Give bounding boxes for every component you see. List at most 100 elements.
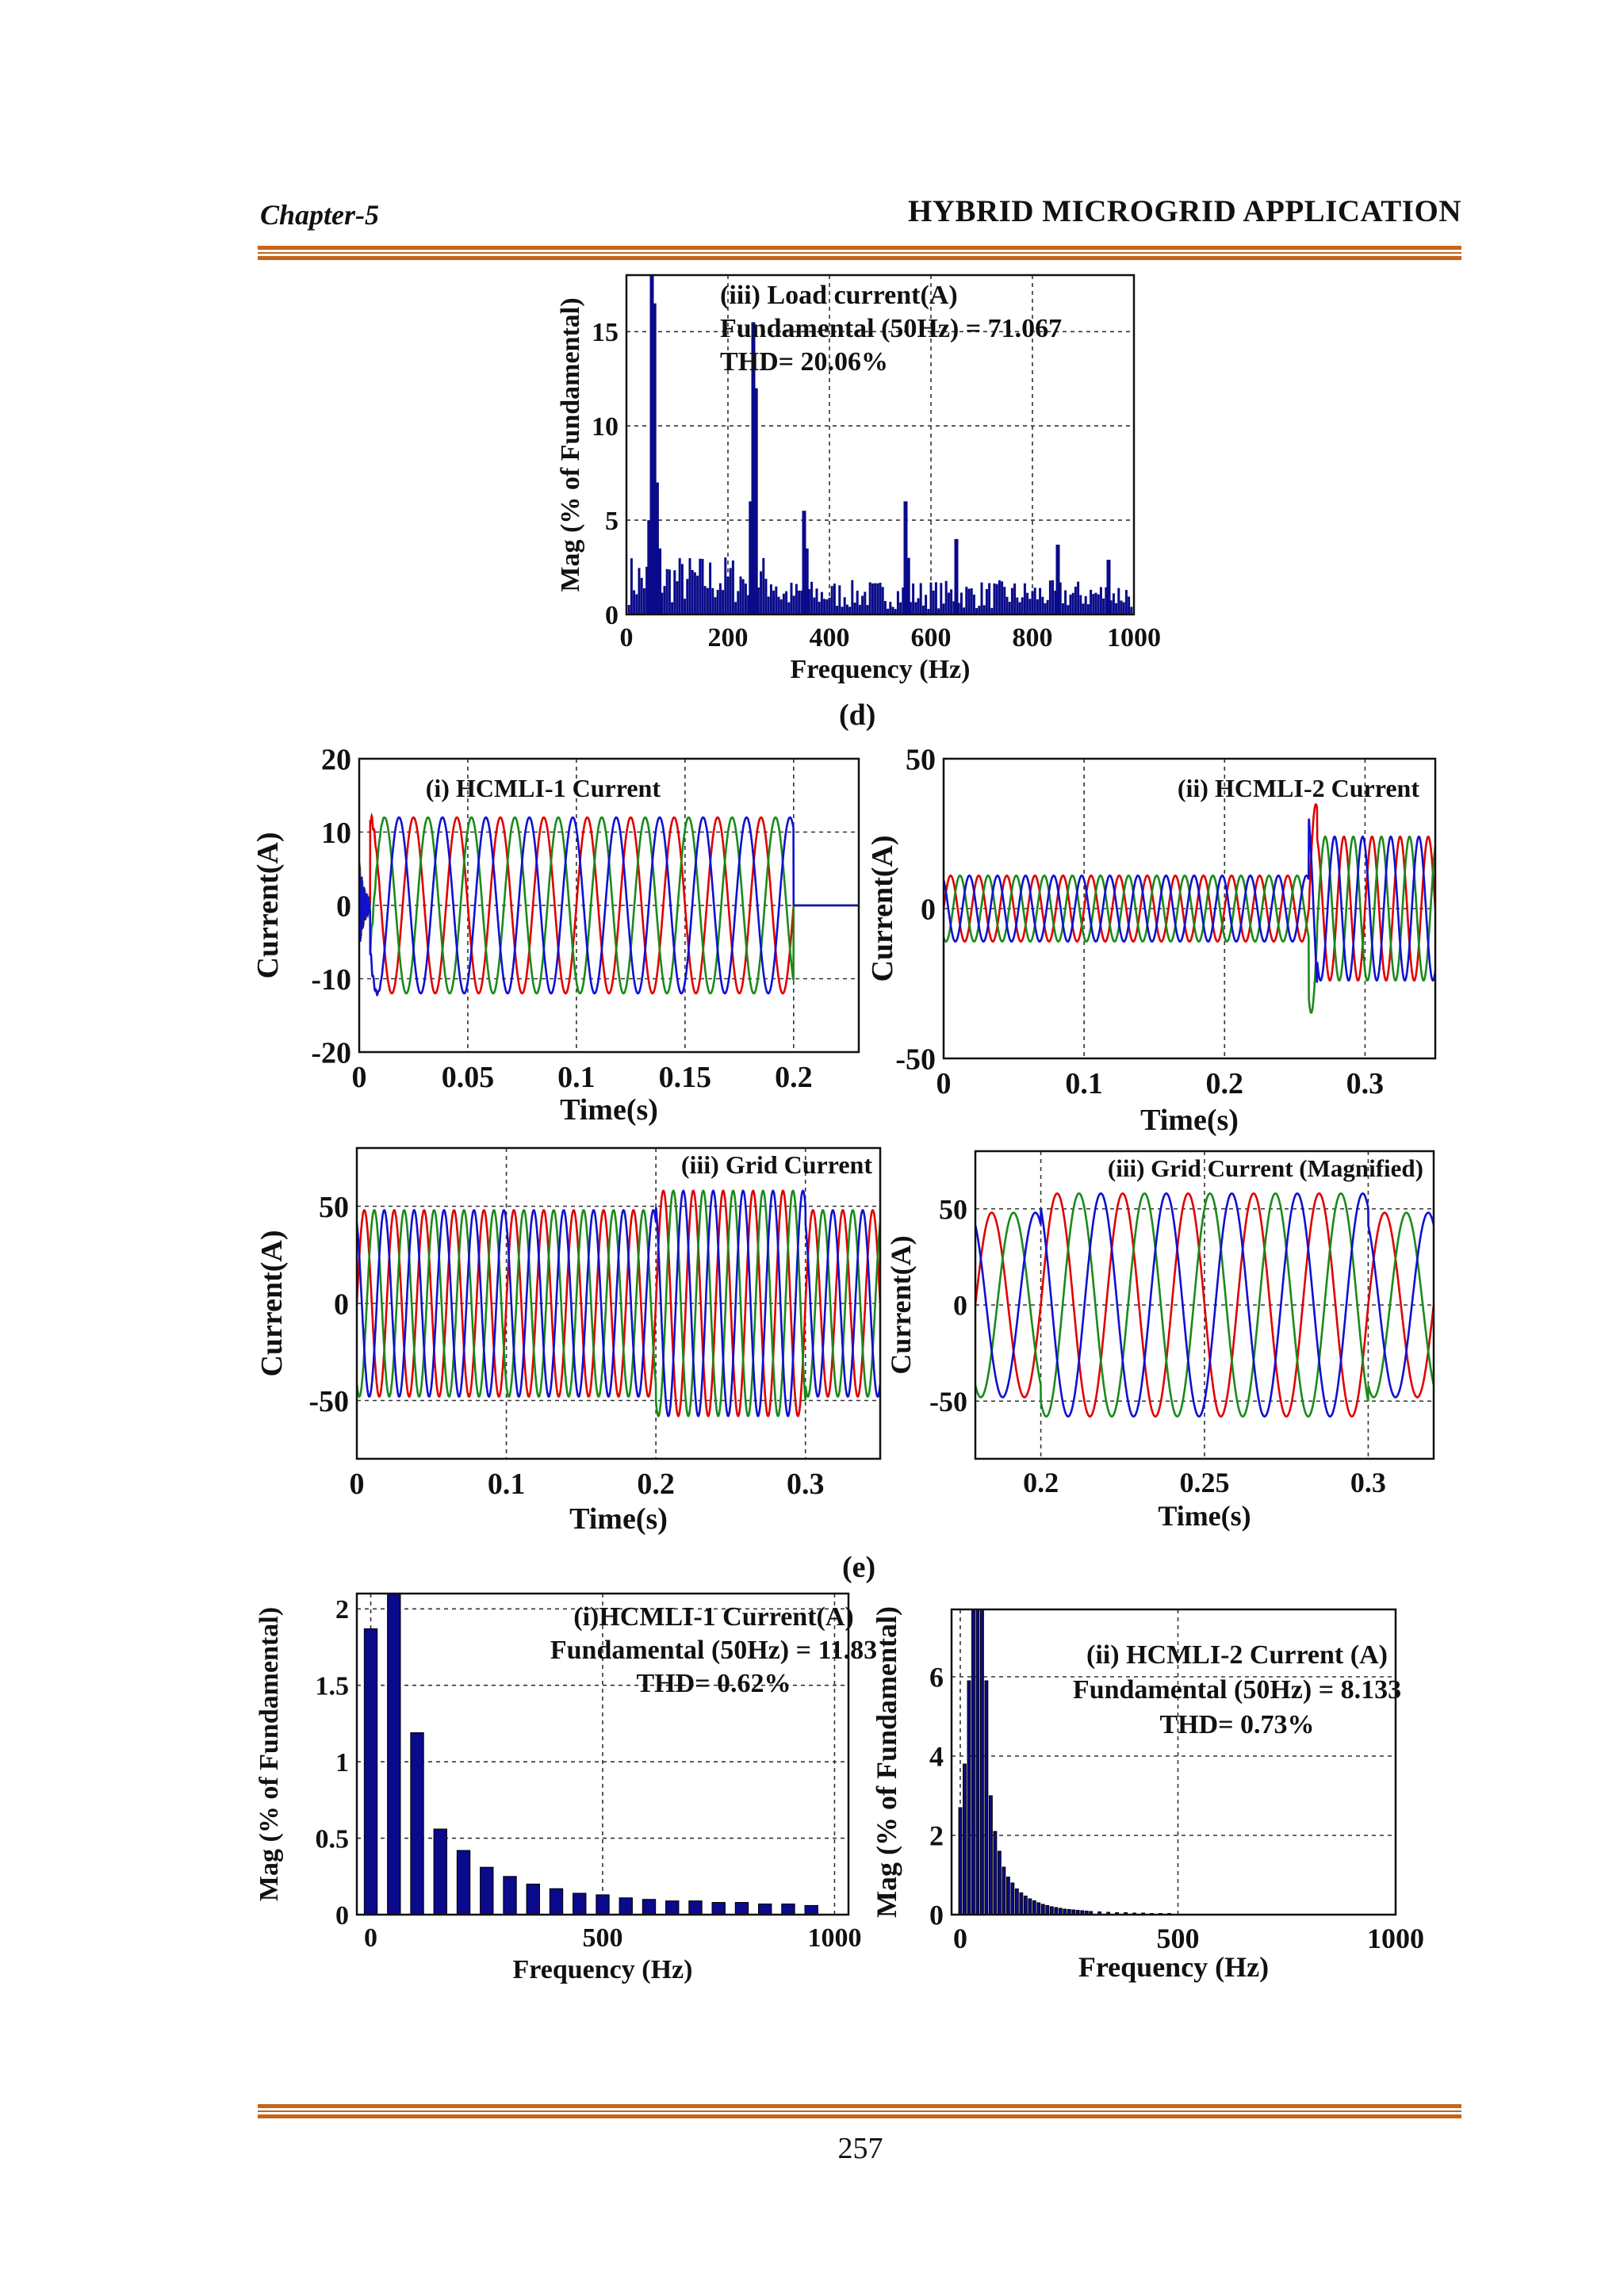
y-tick-label: 1 — [335, 1748, 349, 1777]
spectrum-bar — [1018, 602, 1021, 614]
y-axis-label: Mag (% of Fundamental) — [556, 297, 585, 591]
spectrum-bar — [678, 558, 681, 614]
y-tick-label: -10 — [311, 963, 351, 997]
y-tick-label: 10 — [592, 412, 619, 442]
spectrum-bar — [1077, 581, 1080, 614]
phase-a-line — [975, 1192, 1434, 1418]
spectrum-bar — [480, 1866, 494, 1915]
spectrum-bar — [841, 607, 844, 614]
spectrum-bar — [1071, 592, 1074, 614]
spectrum-bar — [883, 601, 887, 614]
spectrum-bar — [1026, 592, 1029, 614]
spectrum-bar — [1039, 587, 1042, 614]
spectrum-bar — [782, 593, 785, 614]
spectrum-bar — [1122, 602, 1125, 614]
spectrum-bar — [1016, 597, 1019, 614]
spectrum-bar — [635, 594, 638, 614]
spectrum-bar — [942, 603, 945, 614]
spectrum-bar — [810, 581, 814, 614]
y-axis-label: Current(A) — [866, 835, 899, 982]
spectrum-bar — [1059, 582, 1062, 614]
spectrum-bar — [984, 1680, 989, 1915]
spectrum-bar — [929, 582, 933, 614]
spectrum-bar — [1008, 602, 1011, 614]
y-tick-label: 10 — [321, 817, 351, 850]
plot-frame — [950, 1608, 1397, 1916]
spectrum-bar — [741, 579, 745, 614]
x-tick-label: 1000 — [1107, 623, 1161, 652]
spectrum-bar — [990, 607, 994, 614]
spectrum-bar — [693, 572, 696, 614]
spectrum-bar — [838, 585, 841, 614]
spectrum-bar — [940, 583, 943, 614]
spectrum-bar — [1045, 1905, 1050, 1915]
spectrum-bar — [993, 583, 996, 614]
hcmli1-spectrum-chart: 0 500 1000 0 0.5 1 1.5 2 Frequency (Hz) Mag (% of… — [255, 1592, 877, 1984]
plot-frame — [358, 757, 860, 1054]
chart-annotation: (iii) Load current(A) — [720, 281, 958, 310]
load-current-spectrum-chart: 0 200 400 600 800 1000 0 5 10 15 Frequency (Hz) Mag… — [556, 274, 1161, 684]
spectrum-bar — [1128, 596, 1131, 614]
y-axis-label: Current(A) — [251, 832, 285, 978]
y-tick-label: 2 — [335, 1595, 349, 1624]
x-tick-label: 0.3 — [1350, 1467, 1386, 1498]
spectrum-bar — [630, 558, 633, 614]
spectrum-bar — [975, 607, 979, 614]
x-axis-label: Time(s) — [1140, 1104, 1239, 1137]
figure-caption-d: (d) — [839, 698, 876, 732]
spectrum-bar — [798, 590, 801, 614]
spectrum-bar — [830, 586, 833, 614]
spectrum-bar — [965, 587, 968, 614]
spectrum-bar — [731, 560, 734, 614]
x-axis-label: Time(s) — [1158, 1500, 1251, 1532]
spectrum-bar — [1054, 591, 1057, 614]
spectrum-bar — [680, 564, 684, 614]
phase-b-line — [944, 835, 1435, 1014]
spectrum-bar — [737, 591, 740, 614]
spectrum-bar — [762, 557, 765, 614]
spectrum-bar — [825, 599, 829, 614]
spectrum-bar — [706, 587, 709, 614]
x-axis-label: Frequency (Hz) — [791, 655, 971, 684]
chart-annotation: (i)HCMLI-1 Current(A) — [573, 1602, 853, 1632]
spectrum-bar — [718, 583, 722, 614]
spectrum-bar — [684, 599, 687, 614]
spectrum-bar — [691, 570, 694, 614]
spectrum-bar — [1086, 604, 1090, 614]
spectrum-bar — [1079, 595, 1082, 614]
spectrum-bar — [1117, 587, 1120, 614]
spectrum-bar — [781, 1904, 795, 1915]
spectrum-bar — [851, 580, 854, 614]
spectrum-bar — [1036, 1902, 1041, 1915]
spectrum-bar — [957, 603, 960, 614]
waveform-group — [357, 1189, 880, 1418]
spectrum-bar — [785, 591, 788, 614]
spectrum-bar — [952, 601, 956, 614]
x-tick-label: 0.2 — [1023, 1467, 1059, 1498]
hcmli2-spectrum-chart: 0 500 1000 0 2 4 6 Frequency (Hz) Mag (% of Fund… — [871, 1606, 1424, 1983]
spectrum-bar — [998, 580, 1001, 614]
spectrum-bar — [726, 576, 730, 614]
spectrum-bar — [815, 588, 818, 614]
spectrum-peak — [749, 501, 753, 614]
spectrum-bar — [971, 1609, 975, 1915]
spectrum-bar — [1041, 596, 1044, 614]
spectrum-bar — [758, 1904, 772, 1915]
spectrum-bar — [638, 568, 641, 614]
spectrum-bar — [1002, 1866, 1006, 1915]
spectrum-bar — [1048, 580, 1051, 614]
spectrum-bar — [671, 602, 674, 614]
y-tick-label: 0.5 — [316, 1824, 350, 1854]
x-tick-label: 0.1 — [1065, 1067, 1103, 1100]
spectrum-peak — [1055, 545, 1060, 614]
spectrum-peak — [906, 557, 910, 614]
y-tick-label: 1.5 — [316, 1672, 350, 1701]
spectrum-bar — [972, 594, 975, 614]
spectrum-bar — [1109, 600, 1113, 614]
grid-current-magnified-chart: 0.2 0.25 0.3 -50 0 50 Time(s) Current(A) (iii) G… — [885, 1150, 1435, 1532]
chapter-title: HYBRID MICROGRID APPLICATION — [908, 194, 1461, 228]
spectrum-bar — [912, 583, 915, 614]
spectrum-peak — [654, 482, 659, 614]
plot-frame — [974, 1150, 1435, 1460]
spectrum-bar — [925, 595, 928, 614]
